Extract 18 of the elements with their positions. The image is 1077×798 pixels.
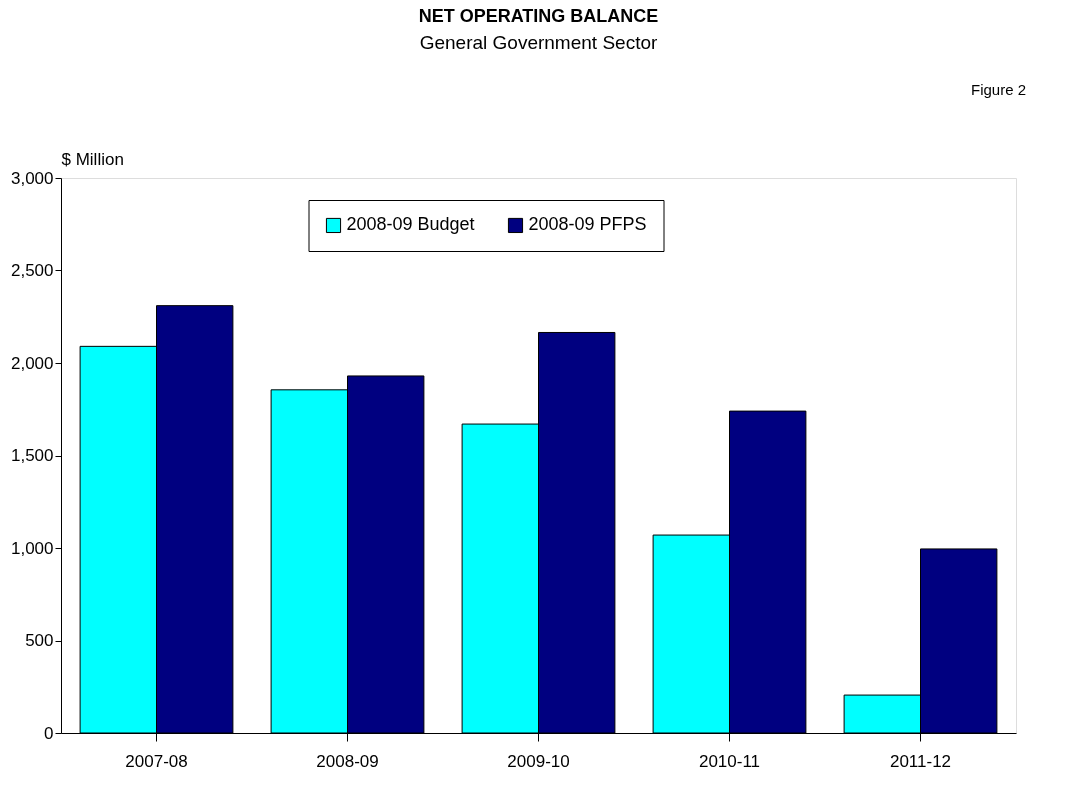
caption: Figure 2 bbox=[970, 81, 1026, 98]
y-tick-label: 1,000 bbox=[10, 538, 54, 558]
y-tick-label: 2,500 bbox=[10, 261, 54, 280]
chart-title: NET OPERATING BALANCE bbox=[418, 6, 659, 26]
y-tick-label: 3,000 bbox=[10, 168, 54, 188]
y-tick-label: 2,000 bbox=[10, 353, 54, 373]
x-tick-label: 2011-12 bbox=[889, 751, 952, 771]
chart-subtitle: General Government Sector bbox=[419, 32, 658, 53]
y-tick-label: 0 bbox=[44, 723, 54, 743]
x-tick-label: 2010-11 bbox=[698, 751, 761, 771]
y-axis-title: $ Million bbox=[61, 149, 124, 169]
x-tick-label: 2008-09 bbox=[316, 751, 379, 771]
x-tick-label: 2007-08 bbox=[125, 751, 188, 771]
x-tick-label: 2009-10 bbox=[507, 751, 570, 771]
legend-label: 2008-09 Budget bbox=[346, 214, 475, 235]
y-tick-label: 500 bbox=[25, 631, 54, 650]
legend-label: 2008-09 PFPS bbox=[528, 214, 647, 235]
y-tick-label: 1,500 bbox=[10, 446, 54, 465]
